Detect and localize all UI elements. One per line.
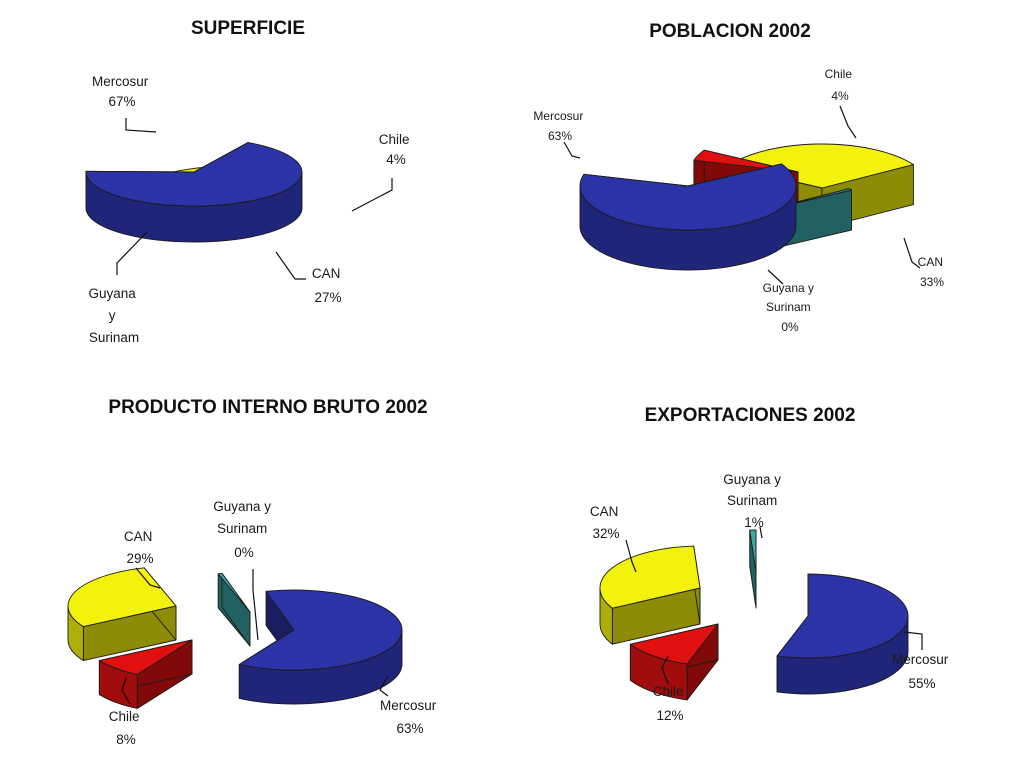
- leader-line-can: [903, 237, 921, 269]
- slice-top: [67, 567, 177, 628]
- leader-line-can: [135, 567, 161, 589]
- slice-label-chile: Chile 4%: [379, 132, 414, 167]
- pie-slice-chile: [98, 639, 193, 709]
- pie-superficie: [85, 142, 303, 243]
- slice-label-chile: Chile 12%: [653, 684, 688, 723]
- labels-superficie: Mercosur 67% Chile 4% CAN 27% Guyana y S…: [88, 74, 414, 345]
- slice-label-can: CAN 27%: [312, 266, 344, 305]
- chart-title: PRODUCTO INTERNO BRUTO 2002: [108, 397, 427, 418]
- pie-producto-interno-bruto-2002: [67, 567, 403, 709]
- slice-top: [238, 589, 403, 671]
- slice-label-can: CAN 32%: [590, 504, 622, 541]
- slice-label-chile: Chile 8%: [109, 709, 144, 747]
- slice-label-guyana-surinam: Guyana y Surinam 0%: [213, 499, 275, 560]
- pie-slice-chile: [629, 623, 719, 701]
- chart-producto-interno-bruto-2002: PRODUCTO INTERNO BRUTO 2002 CAN 29% Guya…: [67, 397, 440, 747]
- slice-label-mercosur: Mercosur 55%: [892, 652, 952, 691]
- slice-top: [749, 529, 757, 573]
- slice-top: [599, 545, 701, 609]
- leader-line-chile: [661, 655, 669, 685]
- pie-slice-mercosur: [85, 142, 303, 243]
- pie-exportaciones-2002: [599, 529, 909, 701]
- leader-line-chile: [839, 105, 857, 139]
- leader-line-chile: [121, 677, 131, 705]
- slice-top: [85, 142, 303, 207]
- slice-top: [727, 143, 914, 189]
- leader-line-guyana-surinam: [252, 569, 259, 641]
- slice-top: [98, 639, 193, 675]
- chart-superficie: SUPERFICIE Mercosur 67% Chile 4% CAN 27%…: [85, 18, 414, 345]
- leader-line-mercosur: [563, 141, 581, 159]
- leader-line-mercosur: [379, 675, 389, 697]
- pie-slice-can: [599, 545, 701, 645]
- slice-label-guyana-surinam: Guyana y Surinam 1%: [723, 472, 785, 530]
- slice-top: [217, 572, 251, 613]
- leader-line-can: [625, 539, 637, 573]
- leader-line-guyana-surinam: [116, 231, 148, 275]
- slice-label-guyana-surinam: Guyana y Surinam: [88, 286, 139, 345]
- labels-producto-interno-bruto-2002: CAN 29% Guyana y Surinam 0% Chile 8% Mer…: [109, 499, 440, 747]
- slice-label-chile: Chile 4%: [825, 67, 856, 103]
- leader-line-guyana-surinam: [767, 269, 784, 285]
- slice-top: [776, 573, 909, 659]
- chart-poblacion-2002: POBLACION 2002 Mercosur 63% Chile 4% CAN…: [533, 21, 947, 334]
- leader-line-mercosur: [903, 631, 923, 650]
- slice-label-mercosur: Mercosur 63%: [533, 109, 586, 143]
- pie-slice-guyana-y-surinam: [749, 529, 757, 609]
- leader-line-can: [275, 251, 306, 280]
- chart-exportaciones-2002: EXPORTACIONES 2002 CAN 32% Guyana y Suri…: [590, 405, 952, 723]
- pie-slice-mercosur: [776, 573, 909, 695]
- chart-title: SUPERFICIE: [191, 18, 305, 39]
- leader-line-mercosur: [125, 118, 157, 133]
- slice-label-can: CAN 29%: [124, 529, 156, 566]
- chart-title: EXPORTACIONES 2002: [645, 405, 856, 426]
- labels-poblacion-2002: Mercosur 63% Chile 4% CAN 33% Guyana y S…: [533, 67, 947, 334]
- slice-top: [629, 623, 719, 665]
- pie-slice-guyana-y-surinam: [217, 572, 251, 647]
- leader-line-chile: [351, 178, 393, 212]
- leader-line-guyana-surinam: [759, 526, 763, 539]
- chart-title: POBLACION 2002: [649, 21, 811, 42]
- slice-top: [579, 163, 797, 231]
- labels-exportaciones-2002: CAN 32% Guyana y Surinam 1% Chile 12% Me…: [590, 472, 952, 723]
- slice-label-mercosur: Mercosur 67%: [92, 74, 152, 109]
- pie-slice-mercosur: [238, 589, 403, 705]
- pie-poblacion-2002: [579, 143, 914, 271]
- slice-label-can: CAN 33%: [918, 255, 947, 289]
- slice-label-mercosur: Mercosur 63%: [380, 698, 440, 736]
- pie-slice-mercosur: [579, 163, 797, 271]
- slice-label-guyana-surinam: Guyana y Surinam 0%: [763, 281, 818, 334]
